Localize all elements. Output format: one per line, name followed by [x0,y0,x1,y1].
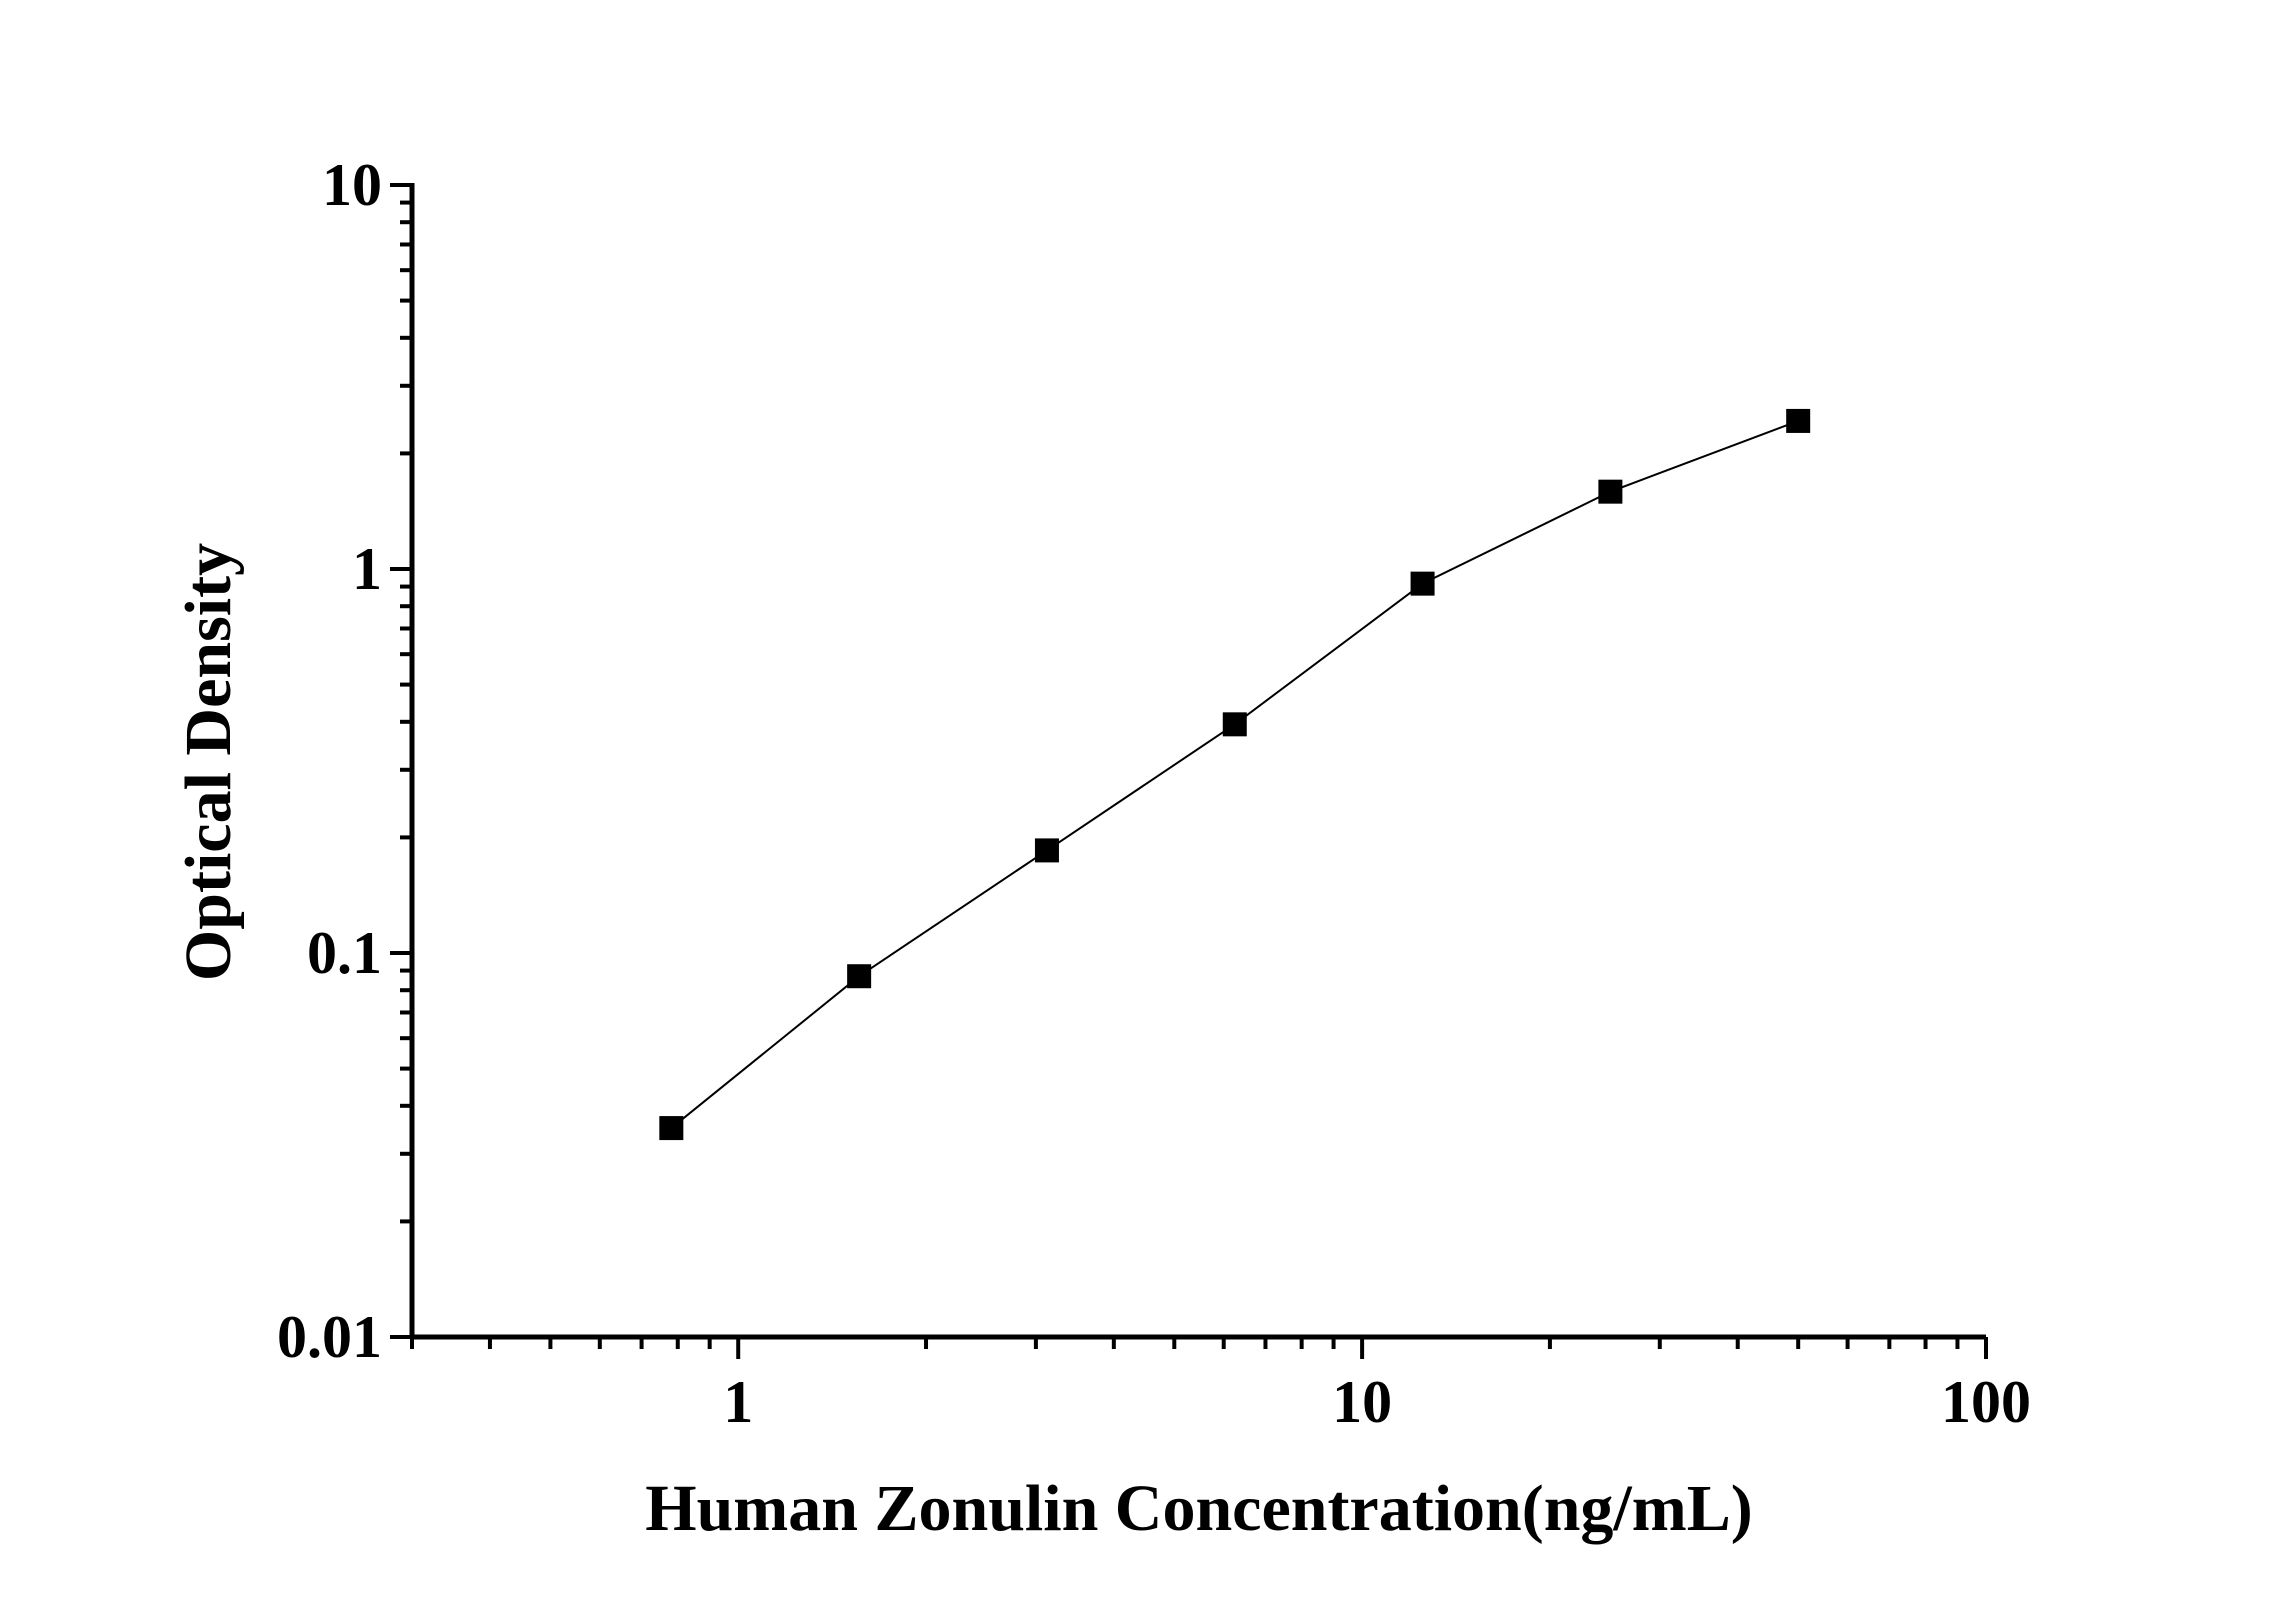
data-point-marker [1222,712,1247,737]
x-tick-label: 100 [1941,1369,2031,1435]
data-point-marker [847,964,872,989]
data-point-marker [659,1116,684,1141]
tick-labels: 0.01 0.1 1 10 1 10 100 [277,152,2031,1435]
plot-area [659,408,1811,1141]
data-point-marker [1034,838,1059,863]
y-tick-label: 0.1 [307,920,382,986]
y-tick-label: 1 [352,536,382,602]
x-tick-label: 1 [723,1369,753,1435]
data-point-marker [1786,408,1811,433]
data-point-marker [1598,479,1623,504]
data-point-marker [1410,571,1435,596]
series-line [670,419,1799,1129]
x-axis-label: Human Zonulin Concentration(ng/mL) [645,1472,1753,1545]
x-tick-label: 10 [1332,1369,1392,1435]
y-tick-label: 0.01 [277,1304,382,1370]
y-tick-label: 10 [322,152,382,218]
axes [390,183,1988,1359]
y-axis-label: Optical Density [172,543,245,981]
